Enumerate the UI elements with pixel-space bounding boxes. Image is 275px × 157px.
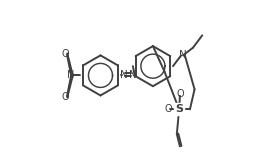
Text: O: O [61, 92, 69, 102]
Text: N: N [67, 70, 75, 80]
Text: N: N [120, 70, 128, 80]
Text: N: N [179, 50, 187, 60]
Text: N: N [129, 70, 137, 80]
Text: S: S [175, 104, 183, 114]
Text: O: O [176, 89, 184, 99]
Text: O: O [164, 104, 172, 114]
Text: O: O [61, 49, 69, 59]
